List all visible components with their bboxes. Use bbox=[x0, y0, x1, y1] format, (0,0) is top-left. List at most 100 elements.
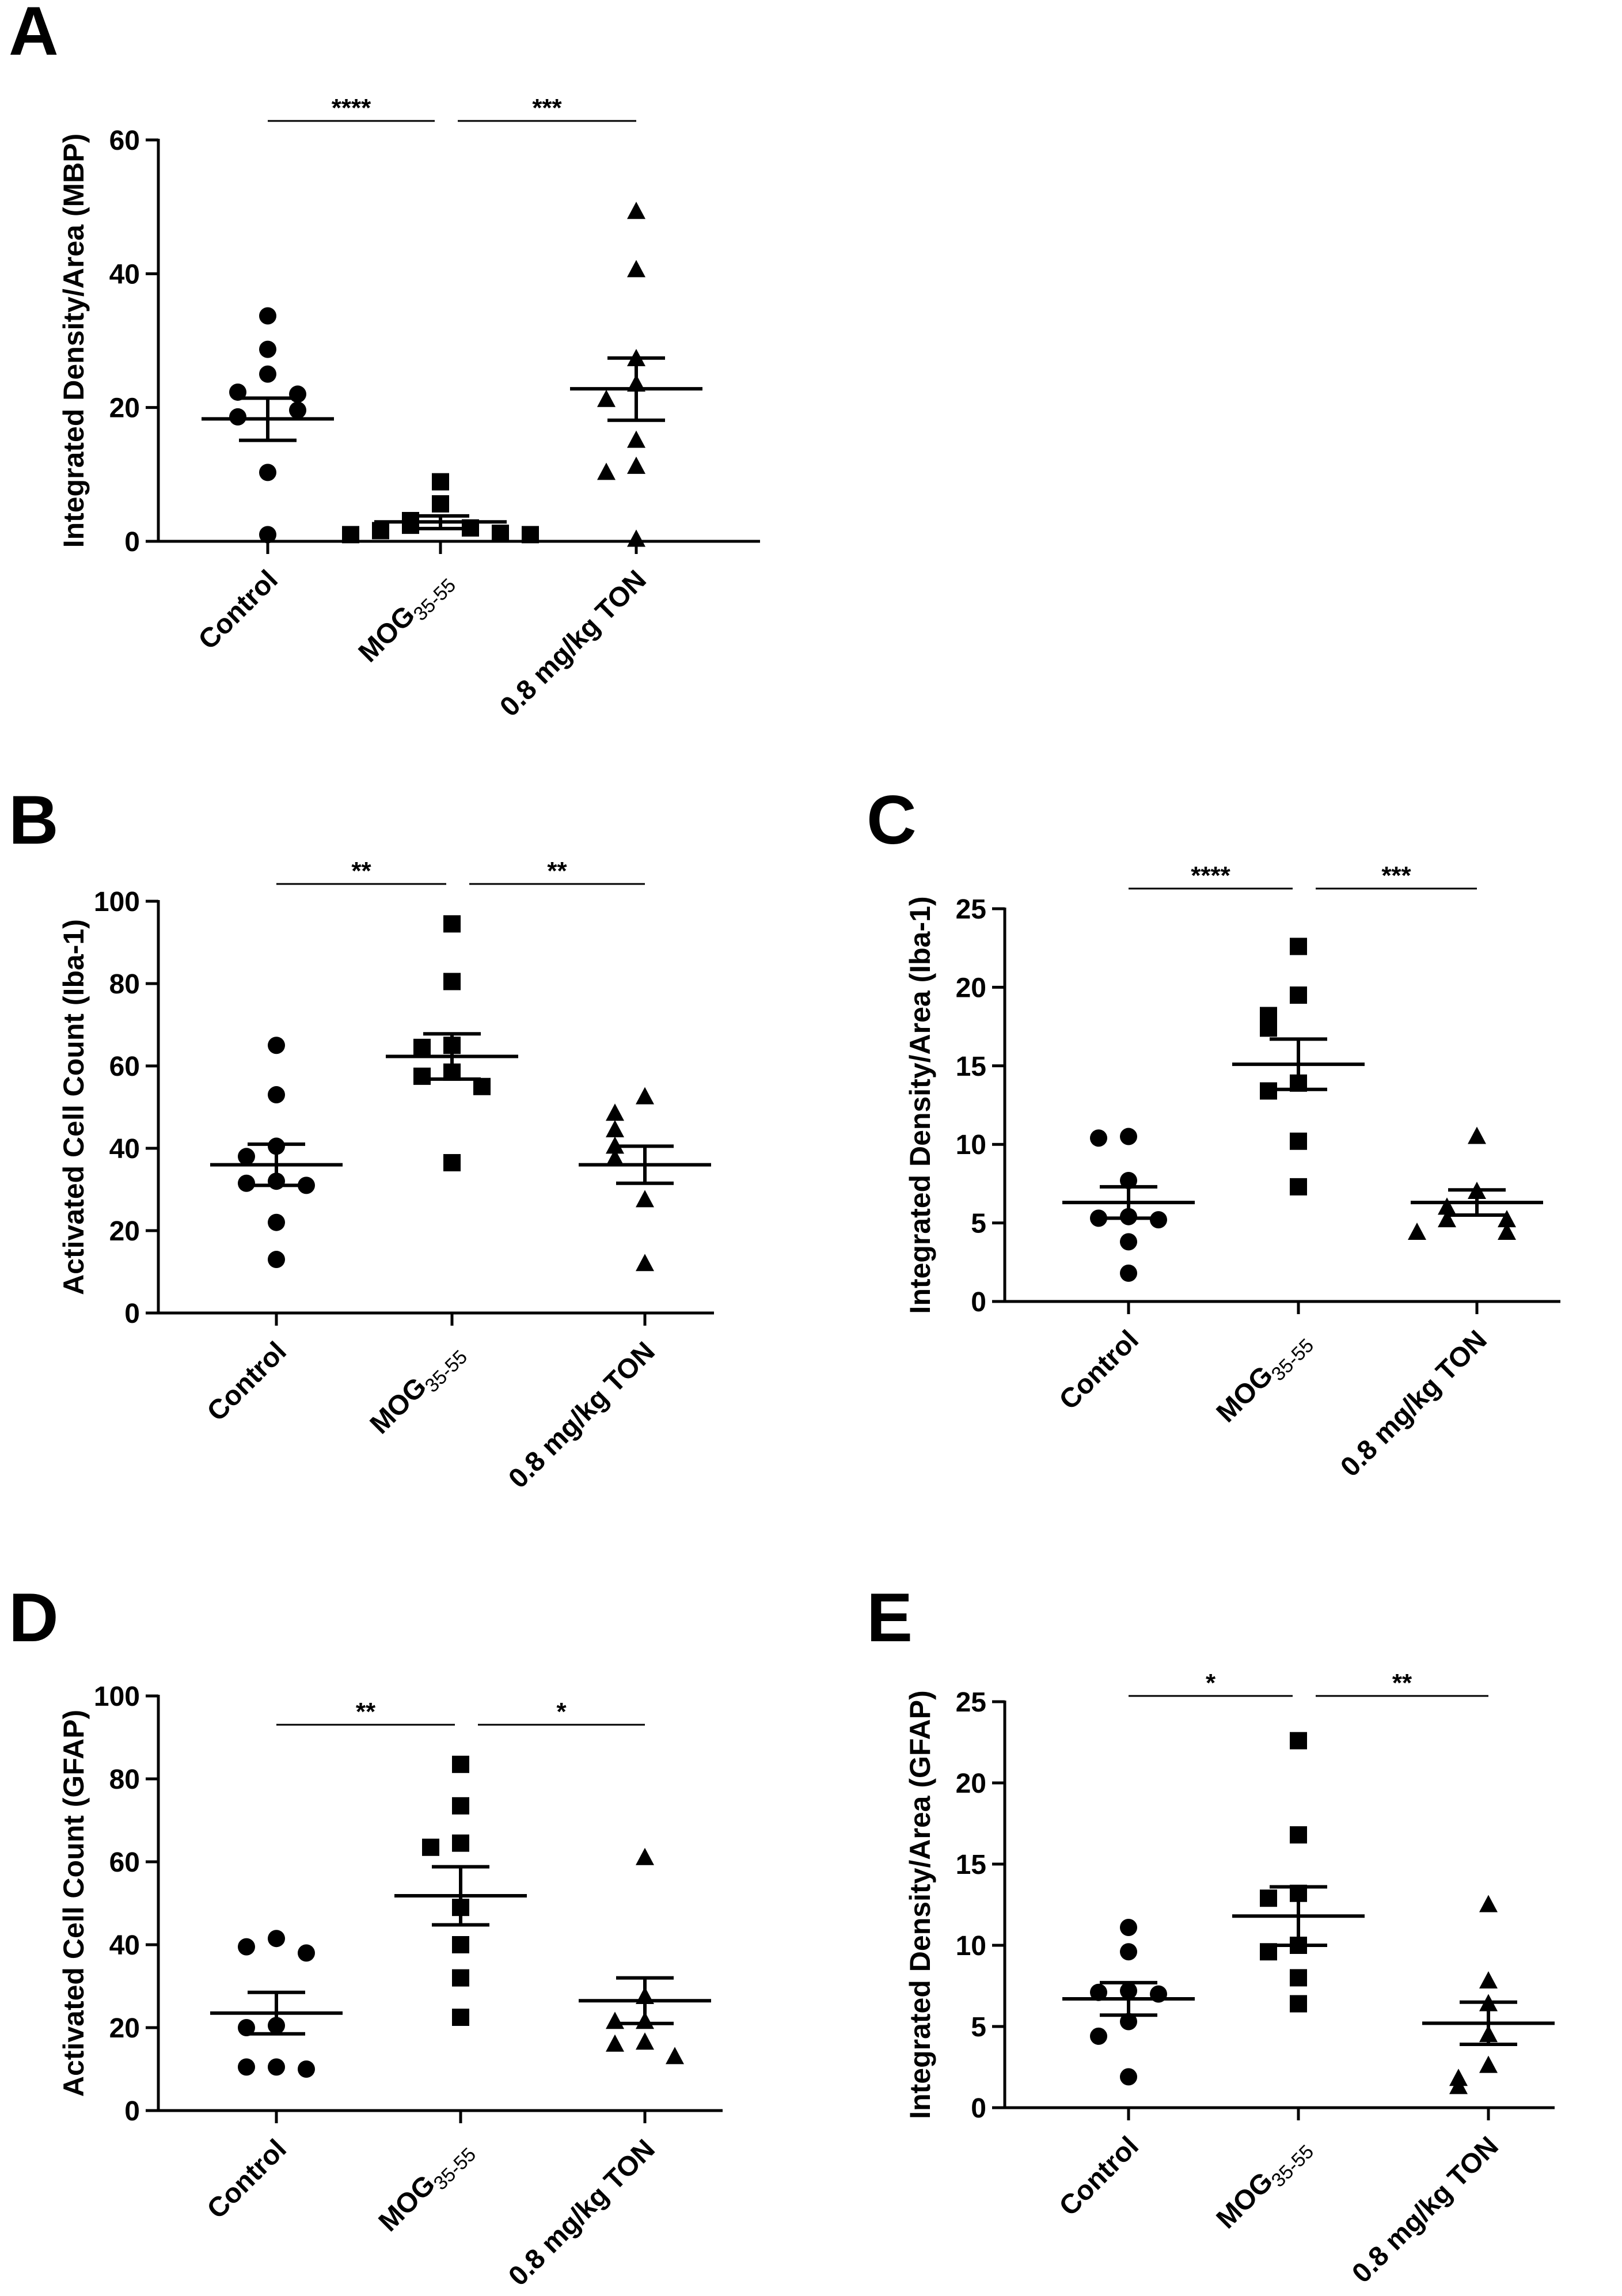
y-axis-title: Integrated Density/Area (GFAP) bbox=[904, 1690, 936, 2119]
data-point bbox=[413, 1067, 431, 1085]
y-axis-title: Integrated Density/Area (MBP) bbox=[58, 134, 90, 548]
data-point bbox=[606, 1136, 624, 1154]
y-tick-label: 20 bbox=[109, 1216, 140, 1247]
data-point bbox=[1260, 1019, 1277, 1037]
category-label-subscript: 35-55 bbox=[1267, 1334, 1318, 1385]
data-point bbox=[238, 1174, 255, 1192]
data-point bbox=[443, 1154, 461, 1172]
category-label: 0.8 mg/kg TON bbox=[1346, 2131, 1505, 2289]
y-tick-label: 80 bbox=[109, 1764, 140, 1795]
data-point bbox=[1498, 1222, 1516, 1240]
data-point bbox=[1408, 1222, 1426, 1240]
data-point bbox=[1120, 1128, 1137, 1145]
y-tick-label: 0 bbox=[124, 2096, 140, 2127]
panel-label: B bbox=[9, 781, 59, 859]
y-tick-label: 60 bbox=[109, 126, 140, 156]
data-point bbox=[1449, 2077, 1468, 2094]
category-label: Control bbox=[1054, 2131, 1145, 2222]
data-point bbox=[636, 2032, 654, 2050]
y-tick-label: 20 bbox=[956, 973, 986, 1003]
data-point bbox=[636, 1190, 654, 1208]
data-point bbox=[1290, 1132, 1307, 1150]
panel-c: C 0 5 10 15 20 25 Integrated Density/Area (Iba-… bbox=[867, 781, 1560, 1483]
y-tick-label: 80 bbox=[109, 969, 140, 1000]
data-point bbox=[452, 1797, 469, 1815]
significance-label: ** bbox=[547, 857, 567, 885]
significance-label: ** bbox=[1392, 1669, 1412, 1697]
data-point bbox=[452, 2009, 469, 2026]
data-point bbox=[606, 2012, 624, 2029]
category-label-main: Control bbox=[193, 564, 284, 655]
y-tick-label: 15 bbox=[956, 1850, 986, 1880]
category-label-main: Control bbox=[1054, 2131, 1145, 2222]
data-point bbox=[268, 1251, 285, 1269]
category-label-subscript: 35-55 bbox=[409, 574, 460, 625]
significance-label: **** bbox=[1191, 862, 1230, 890]
y-axis-title: Activated Cell Count (GFAP) bbox=[58, 1710, 90, 2097]
data-point bbox=[1290, 1732, 1307, 1749]
panel-a: A 0 20 40 60 Integrated Density/Area (MBP) Con… bbox=[9, 0, 760, 723]
data-point bbox=[1290, 1969, 1307, 1987]
category-label: 0.8 mg/kg TON bbox=[503, 2134, 661, 2292]
data-point bbox=[452, 1936, 469, 1953]
data-point bbox=[606, 1103, 624, 1121]
data-point bbox=[229, 408, 246, 426]
data-point bbox=[1120, 1943, 1137, 1961]
data-point bbox=[432, 473, 449, 491]
data-point bbox=[238, 2019, 255, 2036]
y-tick-label: 0 bbox=[971, 1287, 986, 1318]
panel-e: E 0 5 10 15 20 25 Integrated Density/Area (GFAP… bbox=[867, 1579, 1555, 2289]
data-point bbox=[268, 1037, 285, 1054]
y-tick-label: 20 bbox=[109, 2013, 140, 2044]
y-tick-label: 40 bbox=[109, 1930, 140, 1961]
panel-label: A bbox=[9, 0, 59, 70]
data-point bbox=[1498, 1210, 1516, 1228]
y-tick-label: 20 bbox=[109, 393, 140, 424]
data-point bbox=[1260, 1889, 1277, 1907]
panel-label: C bbox=[867, 781, 917, 859]
data-point bbox=[1120, 1918, 1137, 1936]
y-tick-label: 100 bbox=[94, 887, 140, 917]
data-point bbox=[1290, 938, 1307, 955]
data-point bbox=[238, 1938, 255, 1956]
data-point bbox=[1468, 1126, 1486, 1144]
data-point bbox=[1290, 1178, 1307, 1196]
data-point bbox=[1479, 2055, 1498, 2073]
data-point bbox=[606, 2034, 624, 2052]
data-point bbox=[1090, 2027, 1107, 2045]
y-tick-label: 20 bbox=[956, 1769, 986, 1799]
data-point bbox=[1479, 1895, 1498, 1912]
data-point bbox=[372, 522, 389, 540]
category-label: Control bbox=[202, 1336, 293, 1427]
category-label: MOG35-55 bbox=[1211, 1325, 1318, 1432]
category-label: MOG35-55 bbox=[1211, 2131, 1318, 2238]
category-label: Control bbox=[193, 564, 284, 655]
category-label-subscript: 35-55 bbox=[430, 2143, 480, 2194]
category-label-main: 0.8 mg/kg TON bbox=[503, 2134, 661, 2292]
data-point bbox=[298, 2060, 315, 2078]
significance-label: * bbox=[556, 1698, 567, 1726]
y-axis-title: Integrated Density/Area (Iba-1) bbox=[904, 896, 936, 1314]
data-point bbox=[443, 915, 461, 933]
data-point bbox=[432, 495, 449, 513]
data-point bbox=[422, 1838, 439, 1856]
data-point bbox=[492, 525, 509, 542]
data-point bbox=[289, 385, 306, 403]
data-point bbox=[1120, 2068, 1137, 2086]
y-tick-label: 25 bbox=[956, 894, 986, 925]
data-point bbox=[268, 1930, 285, 1948]
category-label: 0.8 mg/kg TON bbox=[1335, 1325, 1493, 1483]
y-tick-label: 15 bbox=[956, 1052, 986, 1082]
category-label-subscript: 35-55 bbox=[421, 1346, 472, 1396]
category-label-main: 0.8 mg/kg TON bbox=[503, 1336, 661, 1494]
category-label: Control bbox=[1054, 1325, 1145, 1415]
data-point bbox=[597, 389, 616, 407]
data-point bbox=[342, 526, 359, 544]
category-label: MOG35-55 bbox=[353, 564, 460, 671]
y-tick-label: 5 bbox=[971, 1209, 986, 1239]
panel-label: D bbox=[9, 1579, 59, 1656]
category-label: MOG35-55 bbox=[373, 2134, 480, 2241]
category-label: MOG35-55 bbox=[364, 1336, 472, 1443]
